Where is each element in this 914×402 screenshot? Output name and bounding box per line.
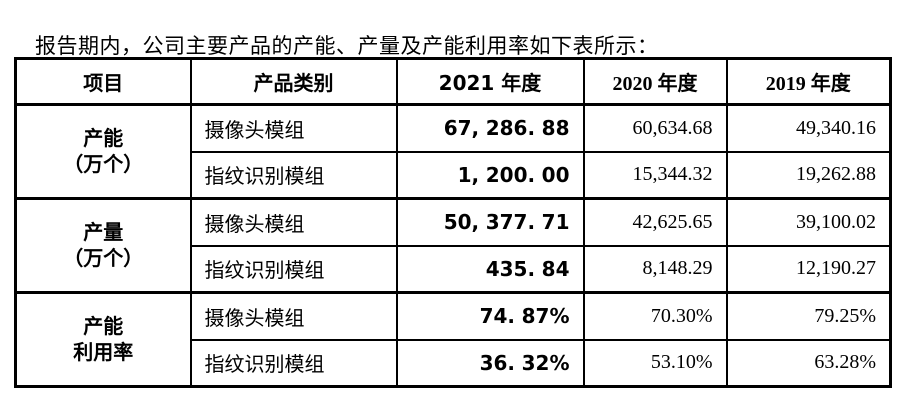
- value-2019: 49,340.16: [725, 103, 892, 153]
- category-cell: 指纹识别模组: [189, 150, 398, 200]
- value-2021: 50, 377. 71: [395, 197, 585, 247]
- item-label-utilization: 产能 利用率: [14, 291, 192, 388]
- value-2020: 15,344.32: [582, 150, 728, 200]
- category-cell: 指纹识别模组: [189, 338, 398, 388]
- table-row-utilization-camera: 产能 利用率 摄像头模组 74. 87% 70.30% 79.25%: [14, 291, 892, 388]
- capacity-table: 项目 产品类别 2021 年度 2020 年度 2019 年度 产能 （万个） …: [14, 57, 892, 388]
- category-cell: 指纹识别模组: [189, 244, 398, 294]
- value-2019: 12,190.27: [725, 244, 892, 294]
- item-label-capacity: 产能 （万个）: [14, 103, 192, 200]
- value-2021: 67, 286. 88: [395, 103, 585, 153]
- value-2019: 63.28%: [725, 338, 892, 388]
- value-2020: 42,625.65: [582, 197, 728, 247]
- value-2019: 79.25%: [725, 291, 892, 341]
- header-year-2021: 2021 年度: [395, 57, 585, 106]
- table-row-output-camera: 产量 （万个） 摄像头模组 50, 377. 71 42,625.65 39,1…: [14, 197, 892, 294]
- table-row-output-fingerprint: 指纹识别模组 435. 84 8,148.29 12,190.27: [16, 244, 892, 294]
- value-2021: 36. 32%: [395, 338, 585, 388]
- category-cell: 摄像头模组: [189, 197, 398, 247]
- value-2021: 74. 87%: [395, 291, 585, 341]
- value-2020: 60,634.68: [582, 103, 728, 153]
- value-2020: 70.30%: [582, 291, 728, 341]
- table-row-capacity-camera: 产能 （万个） 摄像头模组 67, 286. 88 60,634.68 49,3…: [14, 103, 892, 200]
- category-cell: 摄像头模组: [189, 103, 398, 153]
- item-label-output: 产量 （万个）: [14, 197, 192, 294]
- value-2021: 435. 84: [395, 244, 585, 294]
- value-2021: 1, 200. 00: [395, 150, 585, 200]
- intro-text: 报告期内，公司主要产品的产能、产量及产能利用率如下表所示：: [35, 34, 659, 58]
- header-category: 产品类别: [189, 57, 398, 106]
- value-2019: 19,262.88: [725, 150, 892, 200]
- table-row-utilization-fingerprint: 指纹识别模组 36. 32% 53.10% 63.28%: [16, 338, 892, 388]
- value-2020: 8,148.29: [582, 244, 728, 294]
- header-year-2020: 2020 年度: [582, 57, 728, 106]
- header-item: 项目: [14, 57, 192, 106]
- header-year-2019: 2019 年度: [725, 57, 892, 106]
- table-row-capacity-fingerprint: 指纹识别模组 1, 200. 00 15,344.32 19,262.88: [16, 150, 892, 200]
- value-2019: 39,100.02: [725, 197, 892, 247]
- value-2020: 53.10%: [582, 338, 728, 388]
- header-row: 项目 产品类别 2021 年度 2020 年度 2019 年度: [14, 57, 892, 106]
- category-cell: 摄像头模组: [189, 291, 398, 341]
